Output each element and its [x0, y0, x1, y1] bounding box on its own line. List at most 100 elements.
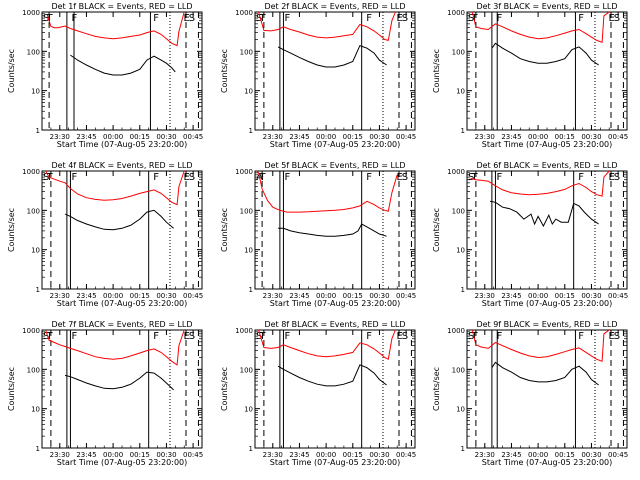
x-tick-label: 00:30 — [581, 292, 601, 300]
y-tick-label: 100 — [452, 207, 465, 215]
detector-panel-3: Det 3f BLACK = Events, RED = LLD 1 10 100 10… — [432, 2, 628, 149]
event-marker-F: F — [578, 331, 584, 342]
x-tick-label: 00:45 — [608, 133, 628, 141]
lld-rate-line — [258, 329, 396, 361]
event-marker-F: F — [153, 331, 159, 342]
detector-panel-6: Det 6f BLACK = Events, RED = LLD 1 10 100 10… — [432, 161, 628, 308]
panel-title: Det 2f BLACK = Events, RED = LLD — [264, 2, 405, 11]
lld-rate-line — [471, 329, 610, 363]
lld-rate-line — [256, 170, 398, 213]
events-rate-line — [70, 54, 176, 76]
y-tick-label: 10 — [456, 406, 465, 414]
panel-title: Det 8f BLACK = Events, RED = LLD — [264, 320, 405, 329]
event-marker-E: E — [396, 172, 402, 183]
x-tick-label: 00:00 — [316, 133, 336, 141]
event-marker-T: T — [471, 13, 479, 24]
y-tick-label: 100 — [240, 48, 253, 56]
x-tick-label: 00:30 — [156, 292, 176, 300]
x-tick-label: 23:30 — [475, 292, 495, 300]
x-tick-label: 00:45 — [396, 133, 416, 141]
y-tick-label: 1000 — [447, 9, 465, 17]
x-tick-label: 00:30 — [369, 133, 389, 141]
y-tick-label: 1000 — [235, 9, 253, 17]
y-tick-label: 1000 — [447, 168, 465, 176]
x-tick-label: 00:15 — [343, 451, 363, 459]
x-tick-label: 00:30 — [156, 133, 176, 141]
y-axis-label: Counts/sec — [432, 367, 441, 411]
event-marker-F: F — [71, 331, 77, 342]
event-marker-S: S — [614, 13, 620, 24]
event-marker-S: S — [256, 13, 262, 24]
x-tick-label: 00:00 — [103, 451, 123, 459]
lld-rate-line — [470, 170, 610, 197]
event-marker-S: S — [43, 13, 49, 24]
x-tick-label: 00:15 — [343, 292, 363, 300]
y-tick-label: 100 — [452, 366, 465, 374]
x-tick-label: 23:30 — [50, 451, 70, 459]
event-marker-F: F — [153, 13, 159, 24]
x-tick-label: 23:45 — [289, 292, 309, 300]
event-marker-T: T — [471, 172, 479, 183]
y-axis-label: Counts/sec — [7, 208, 16, 252]
panel-title: Det 3f BLACK = Events, RED = LLD — [476, 2, 617, 11]
x-axis-label: Start Time (07-Aug-05 23:20:00) — [270, 299, 401, 308]
plot-frame — [41, 329, 203, 449]
event-marker-F: F — [366, 331, 372, 342]
event-marker-S: S — [43, 172, 49, 183]
x-tick-label: 23:45 — [76, 133, 96, 141]
x-tick-label: 00:45 — [608, 292, 628, 300]
event-marker-F: F — [496, 172, 502, 183]
event-marker-S: S — [402, 331, 408, 342]
event-marker-E: E — [183, 331, 189, 342]
y-tick-label: 10 — [456, 88, 465, 96]
event-marker-S: S — [189, 331, 195, 342]
event-marker-F: F — [284, 172, 290, 183]
x-tick-label: 23:30 — [475, 133, 495, 141]
detector-panel-7: Det 7f BLACK = Events, RED = LLD 1 10 100 10… — [7, 320, 203, 467]
event-marker-S: S — [468, 13, 474, 24]
panel-title: Det 4f BLACK = Events, RED = LLD — [51, 161, 192, 170]
y-tick-label: 1000 — [447, 327, 465, 335]
event-marker-T: T — [46, 13, 54, 24]
y-tick-label: 1 — [249, 445, 253, 453]
lld-rate-line — [46, 11, 185, 47]
x-tick-label: 00:45 — [183, 133, 203, 141]
event-marker-E: E — [396, 13, 402, 24]
x-tick-label: 23:30 — [263, 292, 283, 300]
y-tick-label: 10 — [244, 406, 253, 414]
x-tick-label: 00:15 — [555, 133, 575, 141]
lld-rate-line — [258, 11, 396, 42]
x-axis-label: Start Time (07-Aug-05 23:20:00) — [57, 458, 188, 467]
x-tick-label: 00:30 — [156, 451, 176, 459]
event-marker-S: S — [468, 331, 474, 342]
x-tick-label: 00:15 — [555, 451, 575, 459]
x-tick-label: 23:45 — [501, 133, 521, 141]
x-tick-label: 00:45 — [396, 292, 416, 300]
event-marker-S: S — [189, 172, 195, 183]
detector-panel-4: Det 4f BLACK = Events, RED = LLD 1 10 100 10… — [7, 161, 203, 308]
x-tick-label: 00:15 — [130, 133, 150, 141]
event-marker-S: S — [614, 172, 620, 183]
event-marker-E: E — [183, 172, 189, 183]
x-tick-label: 00:30 — [581, 451, 601, 459]
y-tick-label: 100 — [27, 48, 40, 56]
panel-title: Det 9f BLACK = Events, RED = LLD — [476, 320, 617, 329]
event-marker-E: E — [608, 13, 614, 24]
y-tick-label: 100 — [240, 366, 253, 374]
event-marker-F: F — [578, 13, 584, 24]
event-marker-S: S — [402, 13, 408, 24]
x-tick-label: 23:45 — [289, 451, 309, 459]
event-marker-S: S — [402, 172, 408, 183]
y-tick-label: 1000 — [22, 9, 40, 17]
y-tick-label: 10 — [456, 247, 465, 255]
x-tick-label: 23:30 — [475, 451, 495, 459]
x-tick-label: 00:15 — [343, 133, 363, 141]
panel-title: Det 7f BLACK = Events, RED = LLD — [51, 320, 192, 329]
event-marker-S: S — [468, 172, 474, 183]
y-tick-label: 100 — [27, 366, 40, 374]
y-axis-label: Counts/sec — [7, 49, 16, 93]
event-marker-T: T — [46, 331, 54, 342]
lld-rate-line — [471, 11, 610, 43]
event-marker-E: E — [183, 13, 189, 24]
x-tick-label: 00:45 — [396, 451, 416, 459]
